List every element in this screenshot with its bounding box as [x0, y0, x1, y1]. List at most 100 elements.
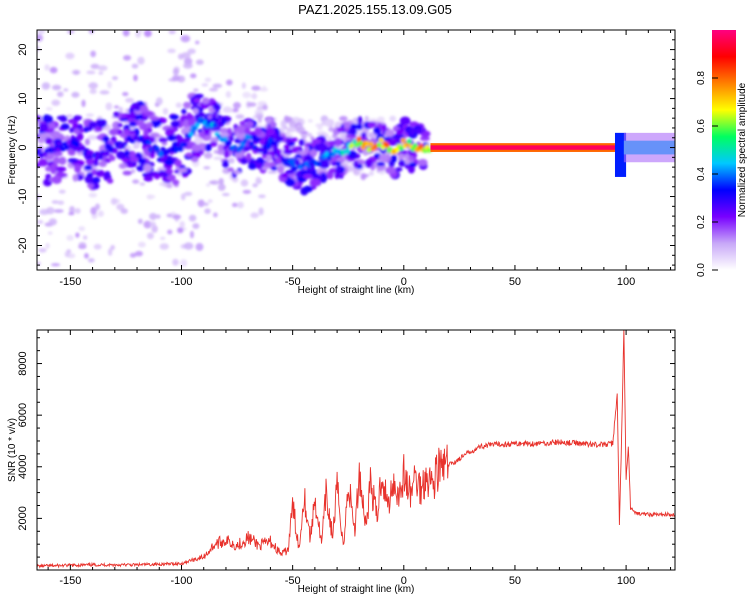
band-blob [116, 151, 126, 160]
noise-blob [159, 182, 167, 186]
ridge-blob [160, 146, 166, 152]
noise-blob [334, 121, 341, 128]
band-blob [191, 144, 201, 153]
noise-blob [167, 48, 176, 54]
noise-blob [226, 79, 233, 86]
band-blob [204, 143, 212, 152]
snr-marks [37, 330, 675, 569]
noise-blob [195, 243, 204, 251]
noise-blob [50, 263, 61, 267]
noise-blob [327, 136, 333, 141]
band-blob [51, 175, 62, 185]
noise-blob [221, 193, 230, 197]
noise-blob [89, 88, 97, 95]
band-blob [367, 121, 377, 128]
noise-blob [193, 88, 199, 92]
band-blob [133, 109, 143, 115]
ridge-blob [212, 122, 218, 129]
y-tick-label: 8000 [17, 351, 29, 375]
band-blob [345, 134, 357, 139]
band-blob [74, 164, 82, 173]
noise-blob [180, 193, 186, 201]
noise-blob [143, 30, 152, 38]
noise-blob [307, 132, 313, 137]
band-blob [201, 97, 210, 105]
noise-blob [56, 91, 64, 98]
band-blob [145, 171, 156, 178]
noise-blob [123, 55, 132, 61]
band-blob [177, 137, 185, 144]
noise-blob [74, 207, 81, 214]
noise-blob [53, 209, 64, 213]
band-blob [128, 121, 137, 127]
band-blob [122, 170, 132, 176]
y-tick-label: 2000 [17, 506, 29, 530]
band-blob [57, 172, 68, 178]
noise-blob [175, 102, 183, 108]
noise-blob [242, 189, 252, 194]
colorbar-ticks: 0.0 0.2 0.4 0.6 0.8 [696, 71, 718, 277]
noise-blob [201, 83, 209, 87]
noise-blob [242, 91, 251, 99]
noise-blob [131, 63, 139, 69]
noise-blob [235, 114, 245, 119]
noise-blob [368, 118, 378, 122]
noise-blob [90, 206, 97, 215]
band-blob [374, 126, 381, 133]
band-blob [149, 116, 160, 121]
band-blob [298, 138, 305, 147]
noise-blob [146, 194, 156, 199]
noise-blob [307, 119, 313, 123]
noise-blob [195, 59, 204, 65]
x-tick-label: -50 [285, 276, 301, 288]
noise-blob [72, 70, 80, 75]
spectrogram-y-ticks: -20 -10 0 10 20 [17, 29, 675, 266]
band-blob [158, 137, 168, 143]
band-blob [185, 152, 193, 158]
noise-blob [137, 241, 146, 248]
band-blob [76, 132, 84, 141]
noise-blob [46, 207, 55, 215]
noise-blob [213, 156, 223, 160]
noise-blob [241, 82, 246, 90]
band-blob [378, 153, 390, 163]
ridge-blob [70, 139, 76, 146]
ridge-blob [176, 142, 182, 148]
band-blob [408, 162, 417, 168]
carrier-transition [614, 132, 627, 177]
ridge-blob [406, 139, 412, 145]
ridge-blob [400, 137, 406, 143]
noise-blob [45, 107, 53, 111]
band-blob [357, 116, 363, 125]
band-blob [55, 166, 67, 172]
band-blob [385, 166, 396, 175]
band-blob [59, 115, 68, 123]
band-blob [67, 158, 79, 163]
band-blob [150, 118, 162, 128]
noise-blob [172, 68, 180, 76]
noise-blob [130, 168, 136, 174]
ridge-blob [384, 142, 390, 148]
band-blob [169, 114, 179, 120]
ridge-blob [246, 135, 252, 140]
noise-blob [208, 87, 219, 92]
band-blob [211, 113, 217, 118]
noise-blob [184, 191, 193, 196]
x-tick-label: 100 [617, 276, 635, 288]
noise-blob [227, 107, 234, 113]
noise-blob [107, 248, 113, 256]
noise-blob [78, 242, 87, 248]
ridge-blob [122, 141, 128, 147]
band-blob [319, 159, 330, 169]
noise-blob [49, 66, 58, 74]
spectrogram-x-ticks: -150 -100 -50 0 50 100 [47, 30, 672, 288]
band-blob [336, 126, 344, 133]
band-blob [283, 144, 291, 151]
band-blob [172, 179, 180, 186]
band-blob [343, 122, 351, 129]
colorbar-label: Normalized spectral amplitude [737, 82, 748, 217]
noise-blob [368, 171, 374, 176]
noise-blob [179, 221, 185, 228]
band-blob [49, 130, 61, 139]
band-blob [239, 120, 246, 126]
